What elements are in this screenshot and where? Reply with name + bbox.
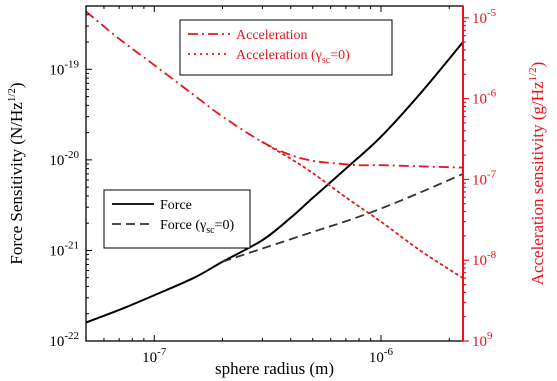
legend-acceleration-label-main: Acceleration	[236, 28, 308, 43]
right-y-tick-label-base: 10	[472, 253, 487, 269]
legend-force-label-tail: =0)	[215, 218, 235, 233]
right-axis-title-close: )	[528, 62, 547, 68]
x-tick-label-exponent: -7	[157, 346, 167, 358]
left-y-tick-label-exponent: -21	[64, 239, 79, 251]
curves-layer	[85, 10, 464, 324]
left-y-tick-label: 10-22	[49, 330, 79, 350]
legend-acceleration-label-main: Acceleration (γ	[236, 48, 322, 63]
x-tick-label-exponent: -6	[384, 346, 394, 358]
x-axis-title: sphere radius (m)	[215, 359, 334, 378]
right-axis-title-exponent: 1/2	[527, 67, 539, 81]
right-y-tick-label-base: 10	[472, 92, 487, 108]
legend-force-label-main: Force (γ	[160, 218, 206, 233]
right-y-tick-label-exponent: -8	[487, 249, 497, 261]
legend-acceleration-label-subscript: sc	[322, 55, 331, 66]
left-axis-title: Force Sensitivity (N/Hz1/2)	[6, 82, 26, 264]
legend-force: Force Force (γsc=0)	[103, 189, 251, 249]
left-y-tick-label: 10-19	[49, 58, 79, 78]
series-force-no-scatter-line	[222, 173, 464, 263]
right-y-tick-label-base: 10	[472, 334, 487, 350]
left-axis-title-close: )	[7, 82, 26, 88]
right-y-tick-label-exponent: -7	[487, 168, 497, 180]
right-axis-title-main: Acceleration sensitivity (g/Hz	[528, 81, 547, 285]
left-y-tick-label-base: 10	[49, 153, 64, 169]
left-y-tick-label-base: 10	[49, 334, 64, 350]
left-y-tick-label-exponent: -20	[64, 149, 79, 161]
right-y-tick-label-exponent: -6	[487, 88, 497, 100]
legend-acceleration-box	[179, 19, 393, 76]
legend-acceleration: Acceleration Acceleration (γsc=0)	[179, 19, 393, 76]
legend-force-label-subscript: sc	[206, 225, 215, 236]
right-y-tick-label-exponent: -5	[487, 7, 497, 19]
legend-force-box	[103, 189, 251, 249]
series-acceleration-no-scatter-line	[261, 141, 464, 280]
series-acceleration-line	[85, 10, 464, 169]
right-y-tick-label-exponent: 9	[487, 330, 493, 342]
left-y-tick-label: 10-20	[49, 149, 79, 169]
left-y-tick-label-base: 10	[49, 62, 64, 78]
x-tick-label-base: 10	[369, 350, 384, 366]
left-y-tick-label: 10-21	[49, 239, 79, 259]
legend-acceleration-label: Acceleration	[236, 28, 308, 43]
legend-acceleration-label-tail: =0)	[330, 48, 350, 63]
legend-acceleration-label: Acceleration (γsc=0)	[236, 48, 350, 66]
x-tick-label-base: 10	[142, 350, 157, 366]
left-y-tick-label-exponent: -22	[64, 330, 79, 342]
legend-force-label: Force (γsc=0)	[160, 218, 234, 236]
x-tick-label: 10-7	[142, 346, 167, 366]
legend-force-label: Force	[160, 198, 192, 213]
right-y-tick-label: 10-6	[472, 88, 497, 108]
right-y-tick-label-base: 10	[472, 172, 487, 188]
x-tick-label: 10-6	[369, 346, 394, 366]
right-y-tick-label: 10-5	[472, 7, 497, 27]
left-axis-title-main: Force Sensitivity (N/Hz	[7, 102, 26, 265]
right-axis-title: Acceleration sensitivity (g/Hz1/2)	[527, 62, 547, 286]
right-y-tick-label: 10-8	[472, 249, 497, 269]
left-axis-title-exponent: 1/2	[6, 88, 18, 102]
right-y-tick-label: 10-7	[472, 168, 497, 188]
right-y-tick-label: 109	[472, 330, 493, 350]
ticks-layer: 10-7 10-610-2210-2110-2010-1910910-810-71…	[49, 5, 497, 366]
right-y-tick-label-base: 10	[472, 11, 487, 27]
legend-force-label-main: Force	[160, 198, 192, 213]
left-y-tick-label-base: 10	[49, 243, 64, 259]
series-force-line	[85, 41, 464, 324]
left-y-tick-label-exponent: -19	[64, 58, 79, 70]
